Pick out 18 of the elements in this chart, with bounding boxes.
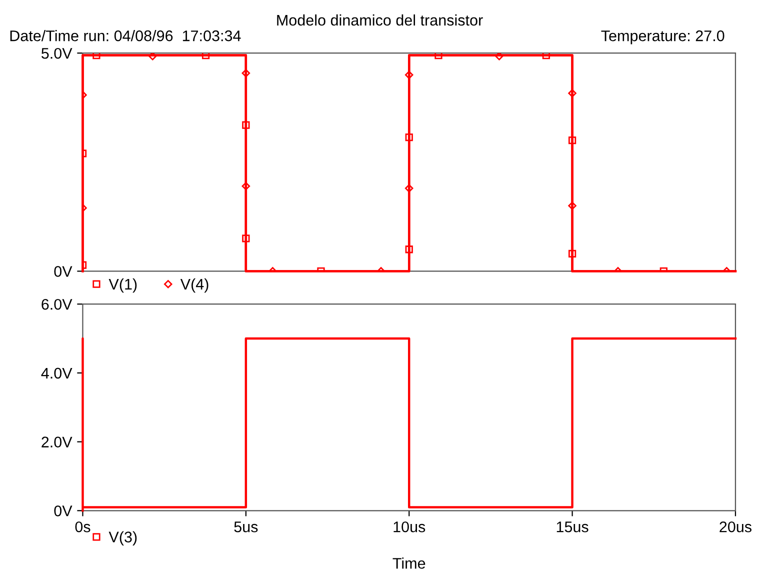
x-tick-label: 20us xyxy=(720,521,752,532)
y-tick-label: 4.0V xyxy=(41,368,72,379)
y-tick-label: 5.0V xyxy=(42,48,72,59)
y-tick-label: 0V xyxy=(54,506,72,516)
legend-label: V(3) xyxy=(108,531,137,546)
chart-title: Modelo dinamico del transistor xyxy=(277,14,483,26)
text: Temperature: 27.0 xyxy=(601,30,724,44)
x-tick-label: 15us xyxy=(556,522,588,532)
x-tick-label: 0s xyxy=(75,521,90,532)
x-tick-label: 10us xyxy=(394,521,426,532)
text: Date/Time run: 04/08/96 17:03:34 xyxy=(10,30,241,42)
x-tick-label: 5us xyxy=(234,522,258,532)
x-axis-title: Time xyxy=(392,558,426,569)
legend-label: V(4) xyxy=(180,278,208,293)
y-tick-label: 0V xyxy=(54,266,72,277)
y-tick-label: 6.0V xyxy=(42,298,72,310)
legend-label: V(1) xyxy=(108,278,137,293)
y-tick-label: 2.0V xyxy=(42,436,72,448)
